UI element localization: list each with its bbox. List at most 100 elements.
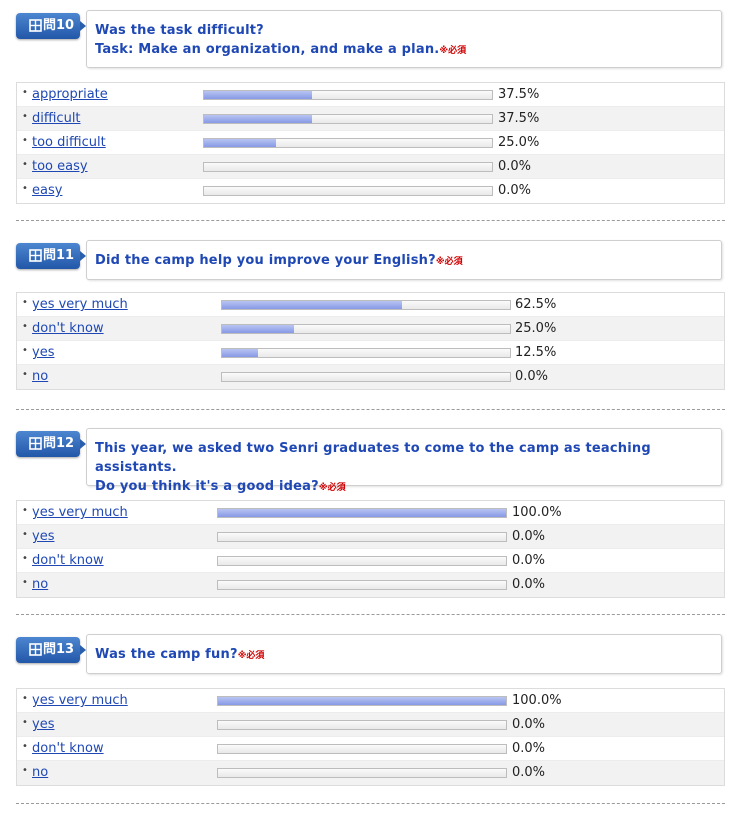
percentage-value: 12.5%: [515, 345, 557, 360]
bullet-icon: •: [22, 577, 28, 588]
percentage-bar-fill: [204, 115, 312, 123]
percentage-bar: [217, 768, 507, 778]
percentage-value: 0.0%: [512, 553, 546, 568]
percentage-value: 37.5%: [498, 87, 540, 102]
section-divider: [16, 614, 725, 615]
percentage-value: 62.5%: [515, 297, 557, 312]
question-number-badge: 問10: [16, 13, 86, 39]
answer-row: • yes 12.5%: [17, 341, 724, 365]
answer-option-link[interactable]: too easy: [32, 159, 88, 174]
question-number: 問11: [43, 248, 75, 263]
percentage-bar: [217, 508, 507, 518]
percentage-bar-fill: [222, 301, 402, 309]
required-mark: ※必須: [439, 46, 467, 56]
percentage-value: 0.0%: [515, 369, 549, 384]
percentage-value: 0.0%: [498, 183, 532, 198]
bullet-icon: •: [22, 717, 28, 728]
bullet-icon: •: [22, 529, 28, 540]
question-icon: [29, 643, 42, 656]
percentage-bar: [217, 696, 507, 706]
percentage-bar: [203, 114, 493, 124]
percentage-value: 0.0%: [512, 577, 546, 592]
question-number: 問13: [43, 642, 75, 657]
question-text: This year, we asked two Senri graduates …: [95, 441, 651, 475]
question-text: Did the camp help you improve your Engli…: [95, 253, 436, 268]
required-mark: ※必須: [318, 483, 346, 493]
required-mark: ※必須: [237, 651, 265, 661]
answer-option-link[interactable]: don't know: [32, 321, 104, 336]
bullet-icon: •: [22, 741, 28, 752]
answer-option-link[interactable]: no: [32, 369, 49, 384]
answer-option-link[interactable]: appropriate: [32, 87, 108, 102]
percentage-value: 25.0%: [498, 135, 540, 150]
answer-row: • difficult 37.5%: [17, 107, 724, 131]
answer-option-link[interactable]: yes very much: [32, 693, 128, 708]
bullet-icon: •: [22, 505, 28, 516]
question-text: Was the task difficult?: [95, 23, 264, 38]
answer-option-link[interactable]: difficult: [32, 111, 81, 126]
question-text-line: Was the camp fun?※必須: [95, 645, 713, 666]
badge-pointer-icon: [80, 645, 86, 655]
bullet-icon: •: [22, 321, 28, 332]
answer-option-link[interactable]: easy: [32, 183, 63, 198]
answer-row: • yes 0.0%: [17, 713, 724, 737]
badge-pointer-icon: [80, 21, 86, 31]
answer-row: • easy 0.0%: [17, 179, 724, 203]
bullet-icon: •: [22, 135, 28, 146]
answer-row: • don't know 25.0%: [17, 317, 724, 341]
question-icon: [29, 437, 42, 450]
answer-option-link[interactable]: yes very much: [32, 297, 128, 312]
bullet-icon: •: [22, 87, 28, 98]
percentage-value: 0.0%: [512, 765, 546, 780]
answer-option-link[interactable]: yes: [32, 345, 55, 360]
percentage-bar-fill: [218, 509, 506, 517]
percentage-value: 0.0%: [512, 741, 546, 756]
badge-pointer-icon: [80, 439, 86, 449]
percentage-value: 25.0%: [515, 321, 557, 336]
question-icon: [29, 19, 42, 32]
percentage-bar: [217, 580, 507, 590]
question-text: Do you think it's a good idea?: [95, 479, 319, 494]
percentage-bar-fill: [222, 349, 258, 357]
percentage-bar: [221, 348, 511, 358]
answer-row: • don't know 0.0%: [17, 737, 724, 761]
question-text-line: This year, we asked two Senri graduates …: [95, 439, 713, 477]
question-text-box: Was the task difficult? Task: Make an org…: [86, 10, 722, 68]
bullet-icon: •: [22, 183, 28, 194]
answer-row: • don't know 0.0%: [17, 549, 724, 573]
question-number-badge: 問13: [16, 637, 86, 663]
answer-row: • no 0.0%: [17, 365, 724, 389]
question-text-line: Did the camp help you improve your Engli…: [95, 251, 713, 272]
answer-row: • yes very much 100.0%: [17, 689, 724, 713]
question-number: 問10: [43, 18, 75, 33]
percentage-bar-fill: [204, 139, 276, 147]
answer-option-link[interactable]: don't know: [32, 553, 104, 568]
answer-row: • too easy 0.0%: [17, 155, 724, 179]
percentage-bar: [221, 300, 511, 310]
question-text-line: Task: Make an organization, and make a p…: [95, 40, 713, 61]
answer-row: • no 0.0%: [17, 761, 724, 785]
question-text-box: This year, we asked two Senri graduates …: [86, 428, 722, 494]
percentage-bar: [217, 720, 507, 730]
percentage-bar: [221, 324, 511, 334]
answer-option-link[interactable]: no: [32, 577, 49, 592]
answer-option-link[interactable]: too difficult: [32, 135, 106, 150]
answer-option-link[interactable]: no: [32, 765, 49, 780]
percentage-bar: [217, 744, 507, 754]
answer-row: • appropriate 37.5%: [17, 83, 724, 107]
bullet-icon: •: [22, 553, 28, 564]
answer-row: • yes very much 62.5%: [17, 293, 724, 317]
section-divider: [16, 409, 725, 410]
bullet-icon: •: [22, 345, 28, 356]
bullet-icon: •: [22, 297, 28, 308]
answer-row: • too difficult 25.0%: [17, 131, 724, 155]
answer-option-link[interactable]: yes very much: [32, 505, 128, 520]
answer-option-link[interactable]: don't know: [32, 741, 104, 756]
bullet-icon: •: [22, 369, 28, 380]
answer-table: • yes very much 100.0% • yes 0.0% • don't know 0…: [16, 500, 725, 598]
section-divider: [16, 220, 725, 221]
answer-row: • yes very much 100.0%: [17, 501, 724, 525]
percentage-value: 100.0%: [512, 693, 562, 708]
answer-option-link[interactable]: yes: [32, 529, 55, 544]
answer-option-link[interactable]: yes: [32, 717, 55, 732]
